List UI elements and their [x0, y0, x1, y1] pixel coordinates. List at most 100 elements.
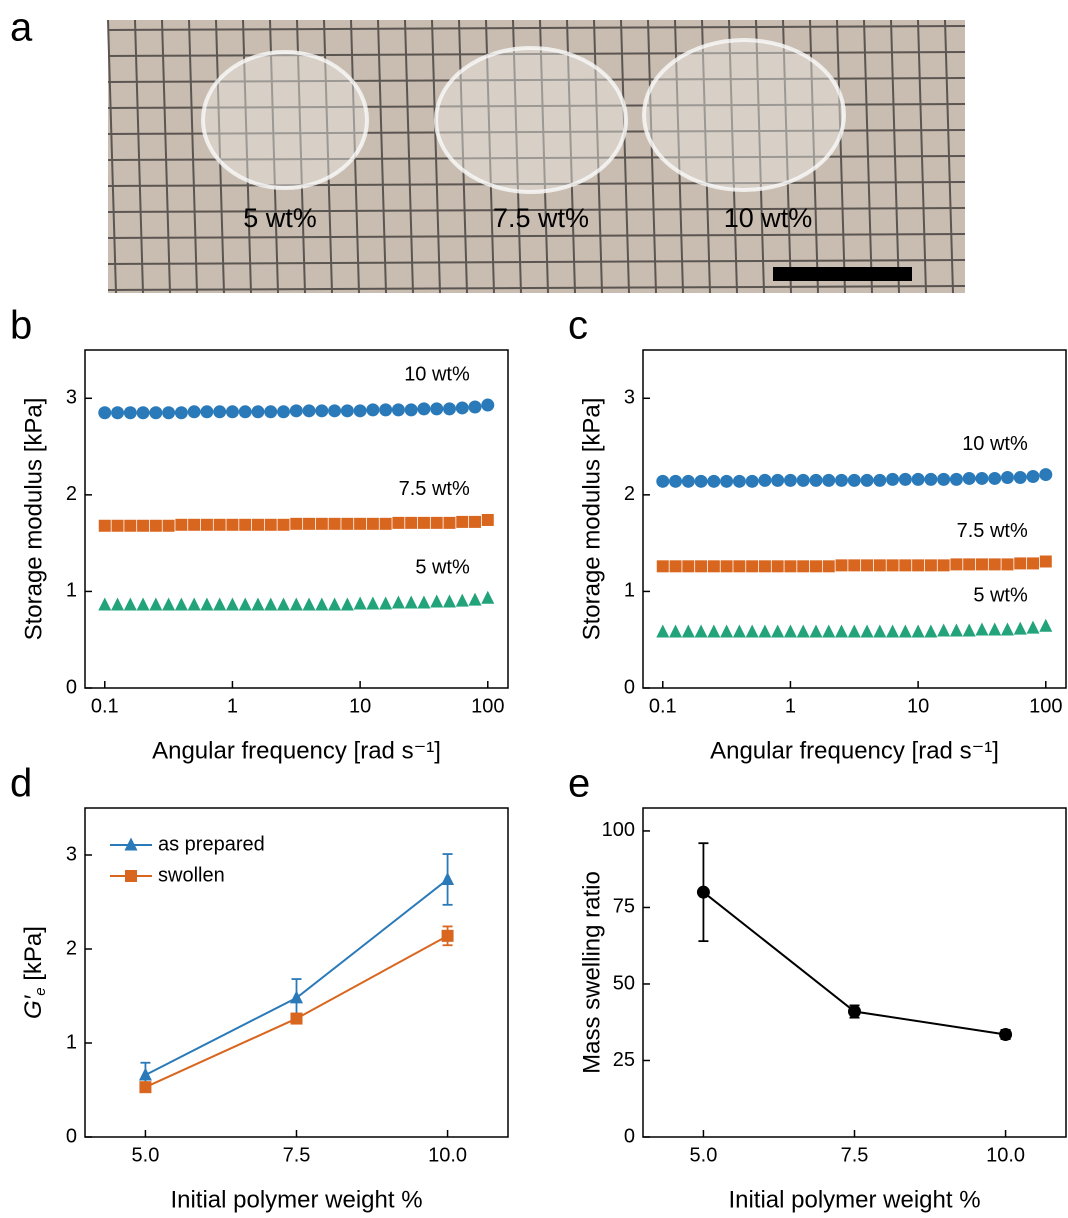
- marker: [251, 597, 265, 611]
- marker: [873, 559, 886, 572]
- marker: [861, 559, 874, 572]
- marker: [353, 404, 367, 418]
- marker: [656, 560, 669, 573]
- photo-grid: [107, 233, 966, 239]
- photo: 5 wt% 7.5 wt% 10 wt%: [107, 19, 966, 294]
- y-tick-label: 0: [66, 676, 77, 698]
- marker: [111, 597, 125, 611]
- marker: [289, 597, 303, 611]
- marker: [175, 518, 188, 531]
- marker: [430, 402, 444, 416]
- marker: [430, 516, 443, 529]
- marker: [999, 1027, 1013, 1041]
- marker: [847, 624, 861, 638]
- marker: [937, 559, 950, 572]
- marker: [417, 402, 431, 416]
- marker: [379, 403, 393, 417]
- marker: [860, 473, 874, 487]
- marker: [1000, 622, 1014, 636]
- marker: [111, 519, 124, 532]
- marker: [340, 404, 354, 418]
- marker: [125, 870, 137, 882]
- marker: [783, 473, 797, 487]
- photo-grid: [404, 19, 414, 294]
- marker: [681, 624, 695, 638]
- x-tick-label: 10: [349, 695, 371, 717]
- marker: [340, 597, 354, 611]
- marker: [937, 623, 951, 637]
- marker: [138, 1067, 152, 1081]
- marker: [771, 473, 785, 487]
- photo-grid: [107, 207, 966, 213]
- y-axis-label: Mass swelling ratio: [578, 871, 605, 1074]
- marker: [328, 597, 342, 611]
- x-axis-label: Angular frequency [rad s⁻¹]: [152, 737, 441, 764]
- marker: [111, 406, 125, 420]
- marker: [277, 518, 290, 531]
- marker: [123, 597, 137, 611]
- marker: [98, 597, 112, 611]
- series-label: 5 wt%: [415, 556, 470, 578]
- marker: [251, 518, 264, 531]
- marker: [417, 516, 430, 529]
- marker: [949, 623, 963, 637]
- hydrogel: [434, 46, 628, 194]
- marker: [123, 406, 137, 420]
- marker: [911, 472, 925, 486]
- marker: [911, 624, 925, 638]
- marker: [669, 560, 682, 573]
- x-tick-label: 5.0: [690, 1144, 718, 1166]
- marker: [822, 560, 835, 573]
- marker: [391, 403, 405, 417]
- y-axis-label: Storage modulus [kPa]: [578, 398, 605, 641]
- marker: [442, 402, 456, 416]
- marker: [745, 624, 759, 638]
- marker: [796, 473, 810, 487]
- marker: [1014, 557, 1027, 570]
- marker: [963, 558, 976, 571]
- marker: [239, 518, 252, 531]
- photo-grid: [458, 19, 468, 294]
- photo-grid: [323, 19, 333, 294]
- marker: [290, 1012, 303, 1025]
- y-axis-label: Storage modulus [kPa]: [20, 398, 47, 641]
- x-tick-label: 0.1: [649, 695, 677, 717]
- marker: [136, 406, 150, 420]
- y-label-subscript: e: [32, 987, 49, 995]
- photo-grid: [107, 25, 966, 31]
- marker: [238, 405, 252, 419]
- marker: [1039, 618, 1053, 632]
- marker: [302, 404, 316, 418]
- plot-frame: [642, 807, 1067, 1138]
- plot-frame: [642, 349, 1067, 689]
- marker: [455, 593, 469, 607]
- marker: [975, 471, 989, 485]
- marker: [975, 622, 989, 636]
- marker: [442, 594, 456, 608]
- marker: [174, 597, 188, 611]
- series: [656, 618, 1053, 638]
- marker: [98, 406, 112, 420]
- marker: [162, 519, 175, 532]
- marker: [277, 597, 291, 611]
- sample-label: 7.5 wt%: [493, 203, 589, 233]
- marker: [264, 405, 278, 419]
- marker: [441, 871, 455, 885]
- marker: [746, 560, 759, 573]
- marker: [136, 597, 150, 611]
- photo-grid: [215, 19, 225, 294]
- x-tick-label: 5.0: [132, 1144, 160, 1166]
- marker: [174, 406, 188, 420]
- photo-grid: [107, 103, 966, 109]
- marker: [937, 472, 951, 486]
- marker: [809, 560, 822, 573]
- photo-grid: [269, 19, 279, 294]
- photo-grid: [161, 19, 171, 294]
- series-label: 10 wt%: [404, 363, 470, 385]
- marker: [962, 471, 976, 485]
- photo-grid: [134, 19, 144, 294]
- marker: [226, 518, 239, 531]
- panel-letter: c: [568, 304, 588, 348]
- marker: [720, 474, 734, 488]
- marker: [822, 473, 836, 487]
